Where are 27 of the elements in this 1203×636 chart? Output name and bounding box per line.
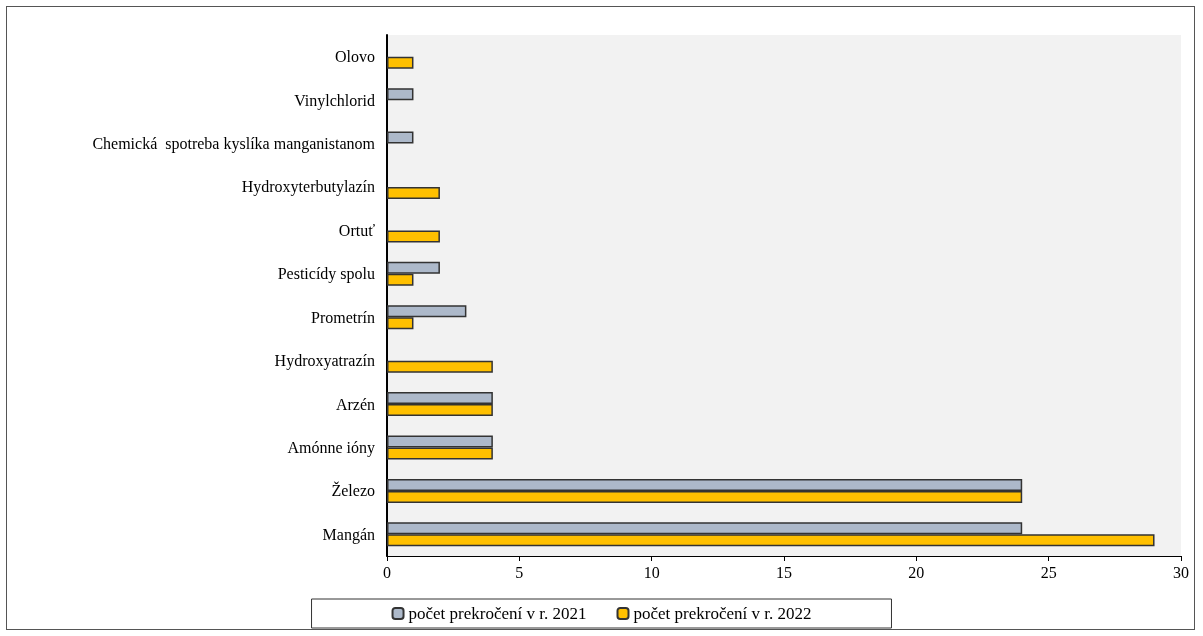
bar xyxy=(387,186,440,199)
y-tick-label: Chemická spotreba kyslíka manganistanom xyxy=(92,135,376,154)
bar xyxy=(387,131,414,144)
y-tick-label: Železo xyxy=(331,481,375,500)
bar xyxy=(387,88,414,101)
x-tick-label: 30 xyxy=(1173,563,1189,581)
y-tick-label: Pesticídy spolu xyxy=(277,265,375,284)
x-tick-label: 0 xyxy=(383,563,391,581)
y-tick-label: Vinylchlorid xyxy=(294,91,375,110)
bar xyxy=(387,230,440,243)
bar xyxy=(387,56,414,69)
legend-label: počet prekročení v r. 2021 xyxy=(408,604,587,623)
y-tick-label: Amónne ióny xyxy=(287,438,375,457)
x-tick-label: 20 xyxy=(908,563,925,581)
bar xyxy=(387,360,493,373)
y-tick-label: Arzén xyxy=(335,395,375,413)
y-tick-label: Hydroxyatrazín xyxy=(274,352,375,371)
y-tick-label: Ortuť xyxy=(338,221,376,239)
x-tick-label: 15 xyxy=(776,563,792,581)
x-tick-label: 10 xyxy=(643,563,660,581)
y-tick-label: Mangán xyxy=(322,525,375,544)
y-tick-label: Hydroxyterbutylazín xyxy=(241,178,375,197)
legend-label: počet prekročení v r. 2022 xyxy=(633,604,812,623)
x-tick-label: 5 xyxy=(515,563,524,581)
y-tick-label: Prometrín xyxy=(311,308,375,326)
x-tick-label: 25 xyxy=(1040,563,1057,581)
y-tick-label: Olovo xyxy=(335,48,375,66)
